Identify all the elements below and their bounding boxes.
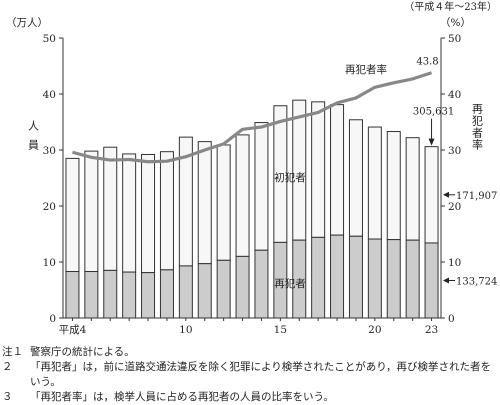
first-arrow-head bbox=[443, 191, 449, 198]
left-axis-tick-label: 20 bbox=[43, 201, 56, 213]
last-rate-label: 43.8 bbox=[416, 57, 438, 68]
note-3: ３ 「再犯者率」は，検挙人員に占める再犯者の人員の比率をいう。 bbox=[2, 390, 498, 405]
bar-repeat-offender bbox=[235, 255, 250, 319]
note-number: ２ bbox=[2, 361, 13, 373]
bar-repeat-offender bbox=[159, 269, 174, 319]
bar-first-offender bbox=[348, 119, 363, 237]
note-number: ３ bbox=[2, 391, 13, 403]
right-axis-tick-label: 0 bbox=[448, 313, 455, 325]
left-axis-tick-label: 40 bbox=[43, 89, 56, 101]
left-axis-title: 人員 bbox=[27, 120, 40, 158]
bar-repeat-offender bbox=[103, 269, 118, 319]
last-repeat-label: 133,724 bbox=[456, 276, 497, 287]
bar-repeat-offender bbox=[311, 236, 326, 319]
x-axis-tick-label: 平成4 bbox=[59, 324, 87, 336]
note-text: 警察庁の統計による。 bbox=[30, 346, 135, 358]
bar-repeat-offender bbox=[65, 271, 80, 319]
left-axis-tick-label: 10 bbox=[43, 257, 56, 269]
right-axis-tick-label: 50 bbox=[448, 33, 461, 45]
bar-first-offender bbox=[197, 141, 212, 265]
left-axis-unit: （万人） bbox=[6, 17, 48, 29]
bar-first-offender bbox=[424, 146, 439, 244]
bar-first-offender bbox=[405, 137, 420, 241]
note-text: 「再犯者」は，前に道路交通法違反を除く犯罪により検挙されたことがあり，再び検挙さ… bbox=[30, 361, 492, 388]
note-text: 「再犯者率」は，検挙人員に占める再犯者の人員の比率をいう。 bbox=[30, 391, 334, 403]
bar-repeat-offender bbox=[216, 259, 231, 319]
repeat-arrow-head bbox=[443, 277, 449, 284]
bar-first-offender bbox=[386, 131, 401, 241]
bar-first-offender bbox=[216, 144, 231, 261]
bar-first-offender bbox=[367, 126, 382, 240]
x-axis-tick-label: 20 bbox=[368, 324, 381, 336]
period-label: （平成４年～23年） bbox=[404, 0, 497, 13]
bar-first-offender bbox=[330, 104, 345, 236]
x-axis-tick-label: 15 bbox=[274, 324, 287, 336]
note-1: 注１ 警察庁の統計による。 bbox=[2, 345, 498, 360]
notes: 注１ 警察庁の統計による。 ２ 「再犯者」は，前に道路交通法違反を除く犯罪により… bbox=[2, 345, 498, 405]
bar-first-offender bbox=[292, 99, 307, 241]
rate-line bbox=[72, 71, 433, 164]
bar-repeat-offender bbox=[424, 242, 439, 319]
bar-first-label: 初犯者 bbox=[274, 171, 306, 184]
bar-first-offender bbox=[65, 157, 80, 273]
bar-first-offender bbox=[84, 150, 99, 273]
left-axis-tick-label: 50 bbox=[43, 33, 56, 45]
bar-repeat-offender bbox=[84, 271, 99, 319]
left-axis-tick-label: 30 bbox=[43, 145, 56, 157]
bar-repeat-offender bbox=[254, 249, 269, 319]
repeat-offender-chart: （平成４年～23年） （万人） （%） 人員 再犯者率 010203040500… bbox=[6, 0, 498, 336]
bar-repeat-offender bbox=[386, 239, 401, 319]
bar-repeat-offender bbox=[367, 238, 382, 319]
bar-repeat-offender bbox=[197, 263, 212, 319]
bar-first-offender bbox=[311, 101, 326, 238]
x-axis-tick-label: 10 bbox=[179, 324, 192, 336]
bar-repeat-offender bbox=[141, 272, 156, 319]
last-total-label: 305,631 bbox=[413, 107, 454, 118]
bar-first-offender bbox=[103, 146, 118, 271]
bar-repeat-offender bbox=[122, 271, 137, 319]
bar-first-offender bbox=[141, 153, 156, 274]
bar-first-offender bbox=[159, 151, 174, 271]
right-axis-tick-label: 30 bbox=[448, 145, 461, 157]
x-axis-tick-label: 23 bbox=[425, 324, 438, 336]
bar-repeat-offender bbox=[405, 239, 420, 319]
right-axis-unit: （%） bbox=[440, 17, 471, 29]
total-arrow-head bbox=[428, 138, 435, 146]
bar-first-offender bbox=[122, 153, 137, 273]
bar-repeat-label: 再犯者 bbox=[274, 278, 306, 290]
last-first-label: 171,907 bbox=[456, 191, 497, 202]
right-axis-title: 再犯者率 bbox=[471, 103, 484, 151]
bar-repeat-offender bbox=[178, 265, 193, 319]
right-axis-tick-label: 10 bbox=[448, 257, 461, 269]
note-number: 注１ bbox=[2, 346, 23, 358]
rate-line-label: 再犯者率 bbox=[345, 63, 387, 76]
left-axis-tick-label: 0 bbox=[49, 313, 56, 325]
note-2: ２ 「再犯者」は，前に道路交通法違反を除く犯罪により検挙されたことがあり，再び検… bbox=[2, 360, 498, 390]
bar-repeat-offender bbox=[330, 234, 345, 319]
right-axis-tick-label: 40 bbox=[448, 89, 461, 101]
plot-area: 0 10 20 30 40 50 0 10 20 30 40 50 平成4 10 15 20 23 再犯者率 43.… bbox=[43, 33, 498, 336]
bar-first-offender bbox=[254, 122, 269, 251]
bar-repeat-offender bbox=[348, 235, 363, 319]
right-axis-tick-label: 20 bbox=[448, 201, 461, 213]
bar-first-offender bbox=[235, 134, 250, 257]
